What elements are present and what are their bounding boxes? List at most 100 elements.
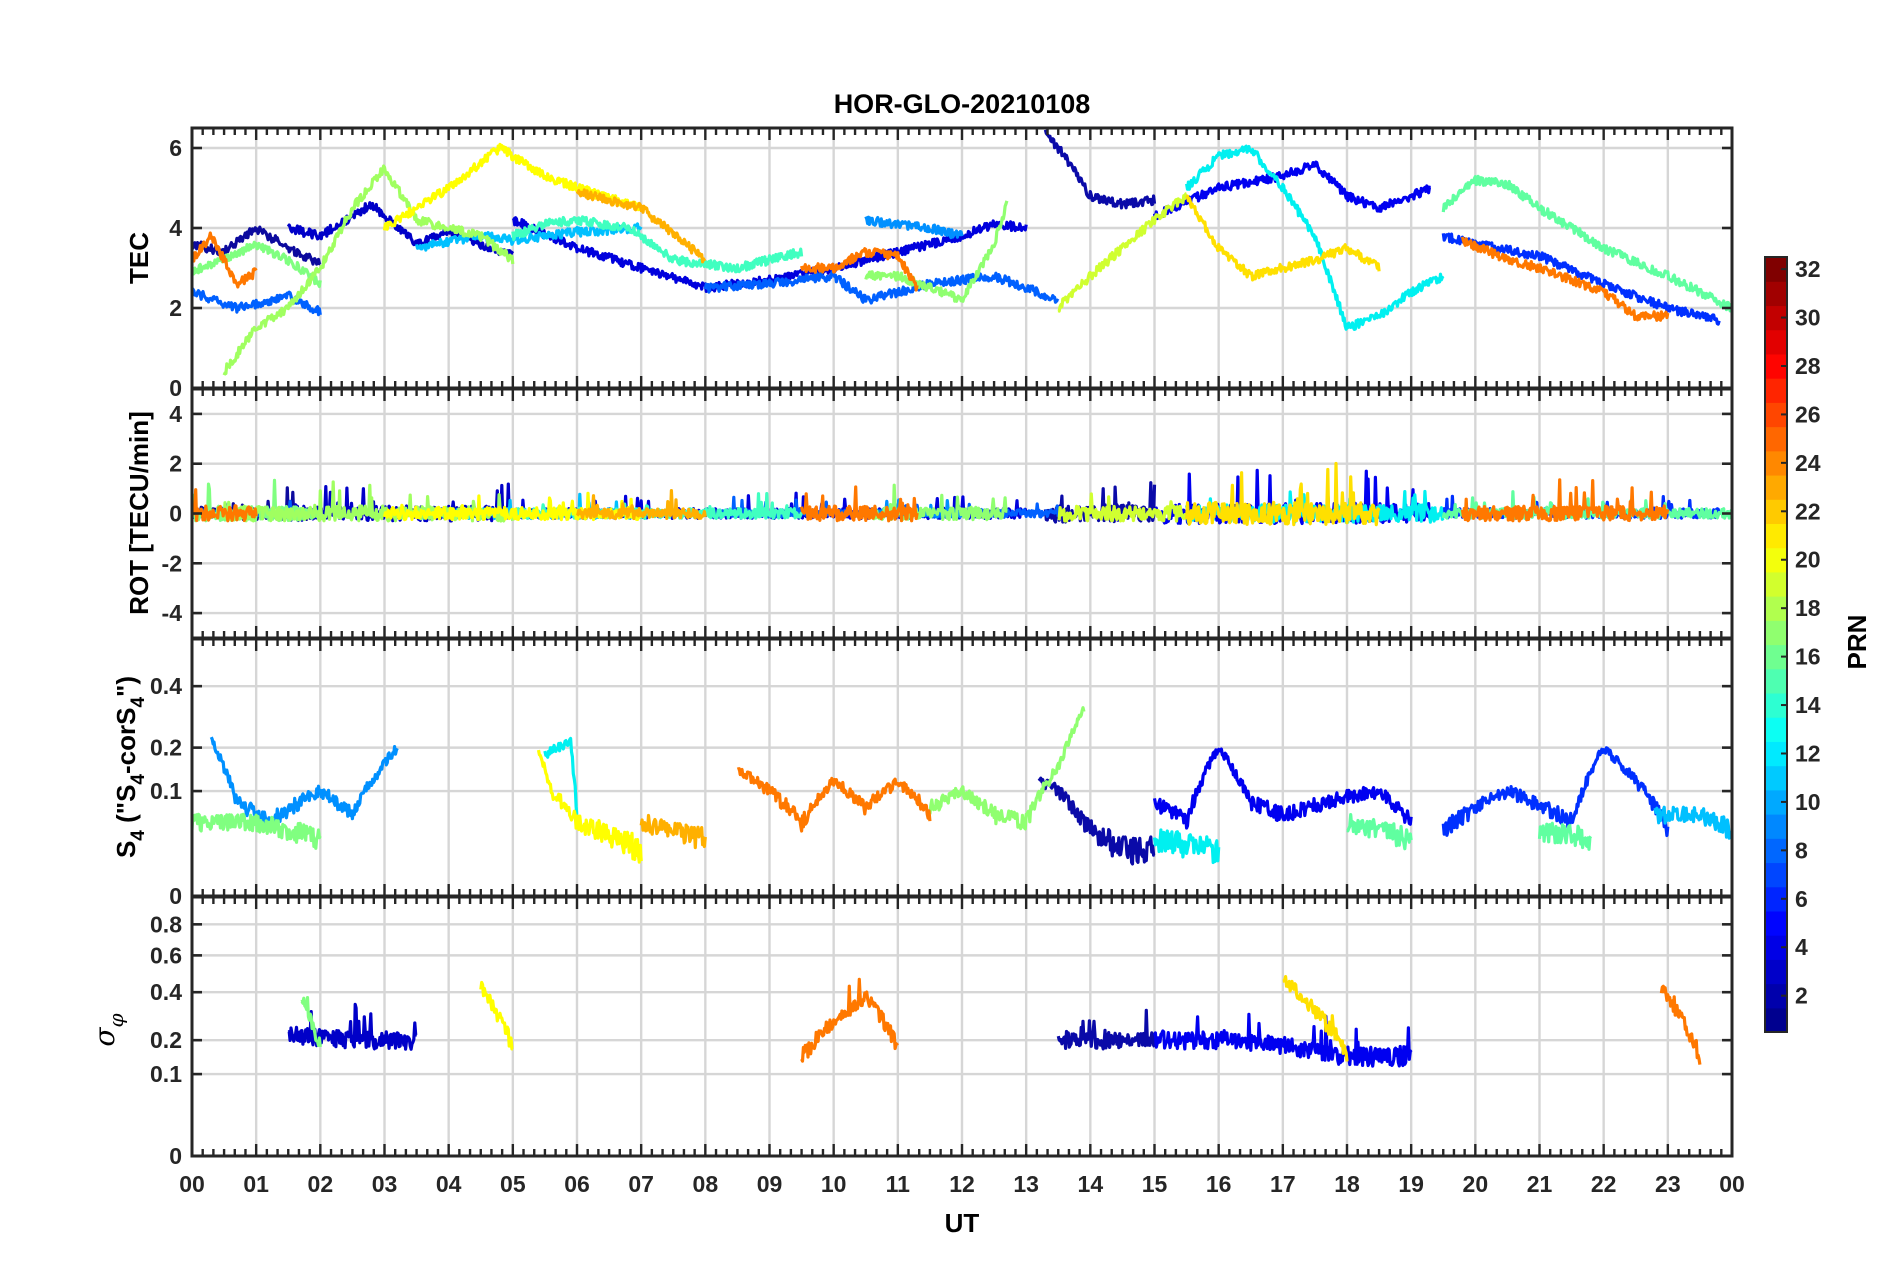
data-series-line bbox=[543, 736, 579, 819]
colorbar-band bbox=[1765, 765, 1787, 791]
y-tick-label: 2 bbox=[169, 295, 182, 321]
colorbar-band bbox=[1765, 547, 1787, 573]
data-series-line bbox=[1185, 461, 1381, 527]
x-tick-label: 21 bbox=[1527, 1171, 1553, 1197]
data-series-line bbox=[1460, 236, 1670, 322]
data-series-line bbox=[1185, 194, 1381, 282]
y-tick-label: 0 bbox=[169, 501, 182, 527]
x-tick-label: 17 bbox=[1270, 1171, 1296, 1197]
colorbar-tick-label: 18 bbox=[1795, 595, 1821, 621]
x-tick-label: 02 bbox=[308, 1171, 334, 1197]
colorbar-band bbox=[1765, 329, 1787, 355]
sigma-label-sub: φ bbox=[104, 1013, 128, 1027]
x-tick-label: 03 bbox=[372, 1171, 398, 1197]
colorbar-tick-label: 20 bbox=[1795, 547, 1821, 573]
colorbar-band bbox=[1765, 499, 1787, 525]
data-series-line bbox=[928, 706, 1086, 831]
data-series-line bbox=[287, 1002, 418, 1051]
colorbar-band bbox=[1765, 378, 1787, 403]
colorbar-tick-label: 12 bbox=[1795, 740, 1821, 766]
x-tick-label: 22 bbox=[1591, 1171, 1617, 1197]
colorbar-tick-label: 14 bbox=[1795, 692, 1821, 718]
x-tick-label: 10 bbox=[821, 1171, 847, 1197]
tec-axis-label: TEC bbox=[124, 232, 154, 284]
data-series-line bbox=[1057, 492, 1188, 523]
colorbar-band bbox=[1765, 692, 1787, 718]
data-series-line bbox=[1460, 478, 1670, 523]
colorbar-band bbox=[1765, 571, 1787, 597]
colorbar-band bbox=[1765, 814, 1787, 839]
colorbar-band bbox=[1765, 935, 1787, 960]
rot-panel bbox=[192, 461, 1732, 527]
data-series-line bbox=[536, 749, 643, 864]
s4-label-part: ("S bbox=[111, 785, 141, 831]
data-series-line bbox=[1185, 144, 1445, 331]
x-tick-label: 16 bbox=[1206, 1171, 1232, 1197]
y-tick-label: -2 bbox=[162, 550, 182, 576]
data-series-line bbox=[639, 813, 707, 850]
x-tick-label: 12 bbox=[949, 1171, 975, 1197]
colorbar-band bbox=[1765, 402, 1787, 428]
colorbar-tick-label: 6 bbox=[1795, 886, 1808, 912]
x-tick-label: 23 bbox=[1655, 1171, 1681, 1197]
data-series-line bbox=[1037, 776, 1156, 866]
colorbar-band bbox=[1765, 596, 1787, 621]
colorbar-tick-label: 2 bbox=[1795, 983, 1808, 1009]
data-series-line bbox=[1659, 984, 1702, 1065]
data-series-line bbox=[192, 287, 322, 317]
colorbar-band bbox=[1765, 353, 1787, 379]
data-series-line bbox=[1441, 174, 1732, 313]
y-tick-label: 0.4 bbox=[150, 673, 182, 699]
colorbar-band bbox=[1765, 789, 1787, 815]
colorbar-label: PRN bbox=[1842, 615, 1872, 670]
data-series-line bbox=[192, 231, 258, 289]
y-tick-label: -4 bbox=[162, 600, 183, 626]
x-tick-label: 00 bbox=[179, 1171, 205, 1197]
y-tick-label: 0 bbox=[169, 375, 182, 401]
colorbar-band bbox=[1765, 959, 1787, 985]
x-tick-label: 05 bbox=[500, 1171, 526, 1197]
colorbar-band bbox=[1765, 886, 1787, 912]
y-tick-label: 0.2 bbox=[150, 1027, 182, 1053]
colorbar-band bbox=[1765, 838, 1787, 864]
colorbar-band bbox=[1765, 644, 1787, 670]
x-tick-label: 09 bbox=[757, 1171, 783, 1197]
colorbar-tick-label: 26 bbox=[1795, 401, 1821, 427]
y-tick-label: 4 bbox=[169, 215, 182, 241]
data-series-line bbox=[222, 164, 515, 376]
data-series-line bbox=[192, 225, 322, 266]
colorbar-tick-label: 4 bbox=[1795, 934, 1808, 960]
data-series-line bbox=[286, 201, 515, 257]
data-series-line bbox=[192, 812, 322, 850]
y-tick-label: 0 bbox=[169, 883, 182, 909]
sigma-phi-axis-label: σφ bbox=[88, 1013, 128, 1046]
data-series-line bbox=[1537, 821, 1593, 851]
data-series-line bbox=[209, 736, 399, 829]
colorbar-band bbox=[1765, 862, 1787, 888]
y-tick-label: 0.6 bbox=[150, 942, 182, 968]
colorbar-band bbox=[1765, 426, 1787, 452]
y-tick-label: 6 bbox=[169, 135, 182, 161]
data-series-line bbox=[1653, 805, 1732, 840]
x-tick-label: 01 bbox=[243, 1171, 269, 1197]
y-tick-label: 0.4 bbox=[150, 979, 182, 1005]
data-series-line bbox=[1152, 160, 1432, 221]
y-tick-label: 0 bbox=[169, 1143, 182, 1169]
colorbar-tick-label: 28 bbox=[1795, 353, 1821, 379]
tec-panel bbox=[192, 129, 1732, 376]
colorbar-band bbox=[1765, 281, 1787, 307]
s4-label-sub: 4 bbox=[128, 830, 149, 841]
y-tick-label: 0.1 bbox=[150, 778, 182, 804]
colorbar-band bbox=[1765, 257, 1787, 282]
panel-frame bbox=[190, 895, 1734, 1158]
data-series-line bbox=[800, 977, 899, 1063]
x-tick-label: 13 bbox=[1013, 1171, 1039, 1197]
colorbar-frame bbox=[1764, 256, 1788, 1033]
colorbar-band bbox=[1765, 717, 1787, 742]
chart-title: HOR-GLO-20210108 bbox=[834, 89, 1091, 119]
data-series-line bbox=[800, 247, 919, 292]
x-tick-label: 00 bbox=[1719, 1171, 1745, 1197]
data-series-line bbox=[1056, 1008, 1156, 1051]
